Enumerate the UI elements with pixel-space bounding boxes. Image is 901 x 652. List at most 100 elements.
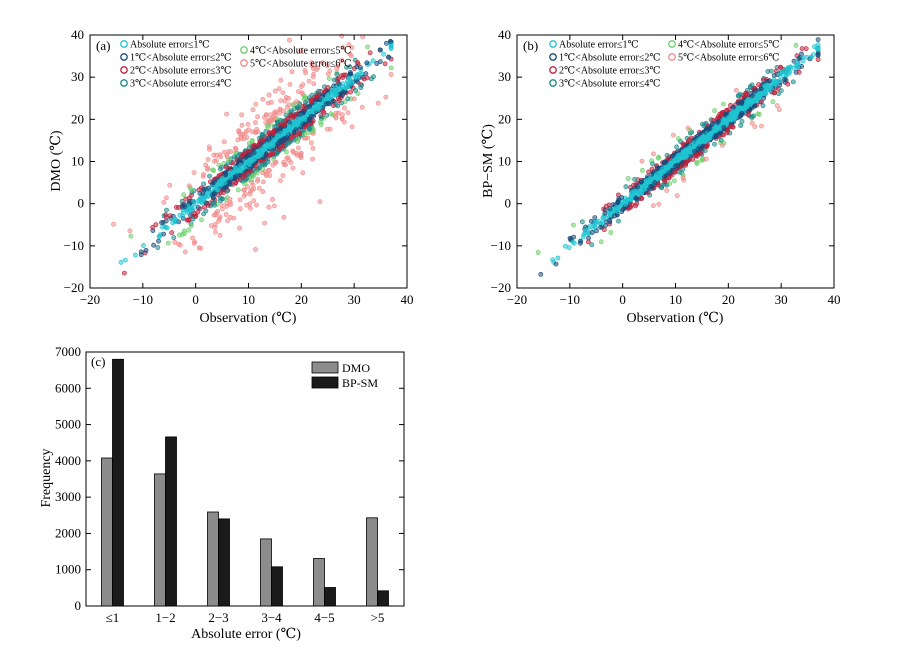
- scatter-point: [607, 211, 613, 217]
- scatter-point: [738, 123, 744, 128]
- scatter-point: [768, 68, 774, 74]
- y-tick-label: 20: [498, 111, 511, 126]
- scatter-point: [270, 117, 276, 123]
- scatter-point: [759, 123, 764, 129]
- scatter-point: [184, 217, 190, 223]
- scatter-point: [382, 61, 388, 67]
- scatter-point: [290, 165, 296, 171]
- scatter-point: [319, 114, 325, 120]
- scatter-point: [122, 270, 127, 276]
- scatter-point: [200, 190, 206, 196]
- scatter-point: [319, 60, 325, 66]
- scatter-point: [238, 162, 244, 168]
- scatter-point: [778, 64, 783, 70]
- scatter-point: [233, 165, 239, 171]
- scatter-point: [783, 77, 789, 83]
- scatter-point: [165, 240, 171, 246]
- scatter-point: [160, 219, 166, 225]
- scatter-point: [251, 143, 257, 149]
- scatter-point: [349, 124, 355, 130]
- scatter-point: [301, 132, 307, 137]
- legend-label: 3℃<Absolute error≤4℃: [559, 79, 661, 90]
- scatter-point: [333, 110, 339, 116]
- scatter-point: [255, 114, 260, 120]
- scatter-point: [361, 76, 367, 82]
- scatter-point: [387, 38, 393, 44]
- scatter-point: [607, 217, 612, 223]
- scatter-point: [223, 172, 228, 178]
- scatter-point: [161, 231, 167, 237]
- scatter-point: [638, 196, 644, 201]
- scatter-point: [659, 185, 665, 190]
- scatter-point: [250, 107, 256, 113]
- scatter-point: [222, 180, 227, 186]
- scatter-point: [703, 156, 709, 162]
- scatter-point: [747, 84, 753, 89]
- x-tick-label: 10: [242, 292, 255, 307]
- scatter-point: [752, 88, 758, 94]
- scatter-point: [691, 140, 697, 146]
- scatter-point: [314, 106, 320, 111]
- scatter-point: [326, 76, 332, 81]
- scatter-point: [239, 122, 245, 128]
- scatter-point: [291, 120, 297, 126]
- x-tick-label: −20: [80, 292, 100, 307]
- legend-label: 5℃<Absolute error≤6℃: [250, 59, 352, 70]
- scatter-point: [725, 115, 731, 121]
- scatter-point: [619, 195, 625, 200]
- scatter-point: [253, 247, 258, 252]
- scatter-point: [266, 137, 272, 143]
- scatter-point: [313, 101, 319, 107]
- bars-c: [101, 358, 389, 607]
- scatter-point: [160, 224, 165, 230]
- bar-dmo: [101, 457, 113, 607]
- scatter-point: [170, 220, 176, 226]
- scatter-point: [803, 46, 809, 51]
- scatter-point: [639, 158, 645, 164]
- scatter-point: [281, 214, 287, 220]
- scatter-point: [623, 201, 629, 207]
- scatter-point: [241, 193, 247, 199]
- scatter-point: [247, 205, 253, 211]
- legend-label: BP-SM: [342, 376, 378, 390]
- scatter-point: [757, 111, 762, 117]
- scatter-point: [657, 172, 663, 177]
- scatter-point: [199, 217, 204, 223]
- scatter-point: [767, 78, 772, 84]
- scatter-point: [696, 141, 702, 147]
- scatter-point: [707, 126, 713, 131]
- scatter-point: [349, 45, 355, 51]
- x-tick-label: 3−4: [261, 610, 282, 625]
- y-tick-label: −20: [491, 280, 511, 295]
- scatter-point: [745, 97, 751, 102]
- scatter-point: [712, 141, 717, 147]
- scatter-point: [260, 179, 266, 185]
- scatter-point: [195, 205, 201, 211]
- bar-bpsm: [218, 518, 230, 607]
- scatter-point: [375, 100, 381, 106]
- scatter-point: [602, 210, 608, 216]
- scatter-point: [812, 44, 817, 50]
- scatter-point: [800, 54, 806, 60]
- y-axis-label-b: BP−SM (℃): [481, 124, 496, 198]
- scatter-point: [297, 130, 302, 136]
- scatter-point: [266, 130, 272, 136]
- scatter-point: [326, 91, 332, 97]
- scatter-point: [169, 230, 175, 236]
- scatter-point: [260, 97, 266, 102]
- scatter-point: [191, 170, 197, 176]
- scatter-point: [662, 160, 667, 165]
- scatter-point: [256, 165, 262, 171]
- x-tick-label: 20: [722, 292, 735, 307]
- scatter-point: [171, 235, 177, 241]
- scatter-point: [333, 85, 339, 91]
- scatter-point: [290, 102, 296, 108]
- scatter-point: [251, 198, 257, 204]
- scatter-point: [712, 108, 717, 114]
- scatter-point: [679, 159, 685, 165]
- scatter-point: [286, 102, 292, 108]
- scatter-point: [270, 143, 276, 148]
- scatter-point: [737, 91, 743, 97]
- scatter-point: [739, 119, 745, 124]
- x-tick-label: 4−5: [314, 610, 334, 625]
